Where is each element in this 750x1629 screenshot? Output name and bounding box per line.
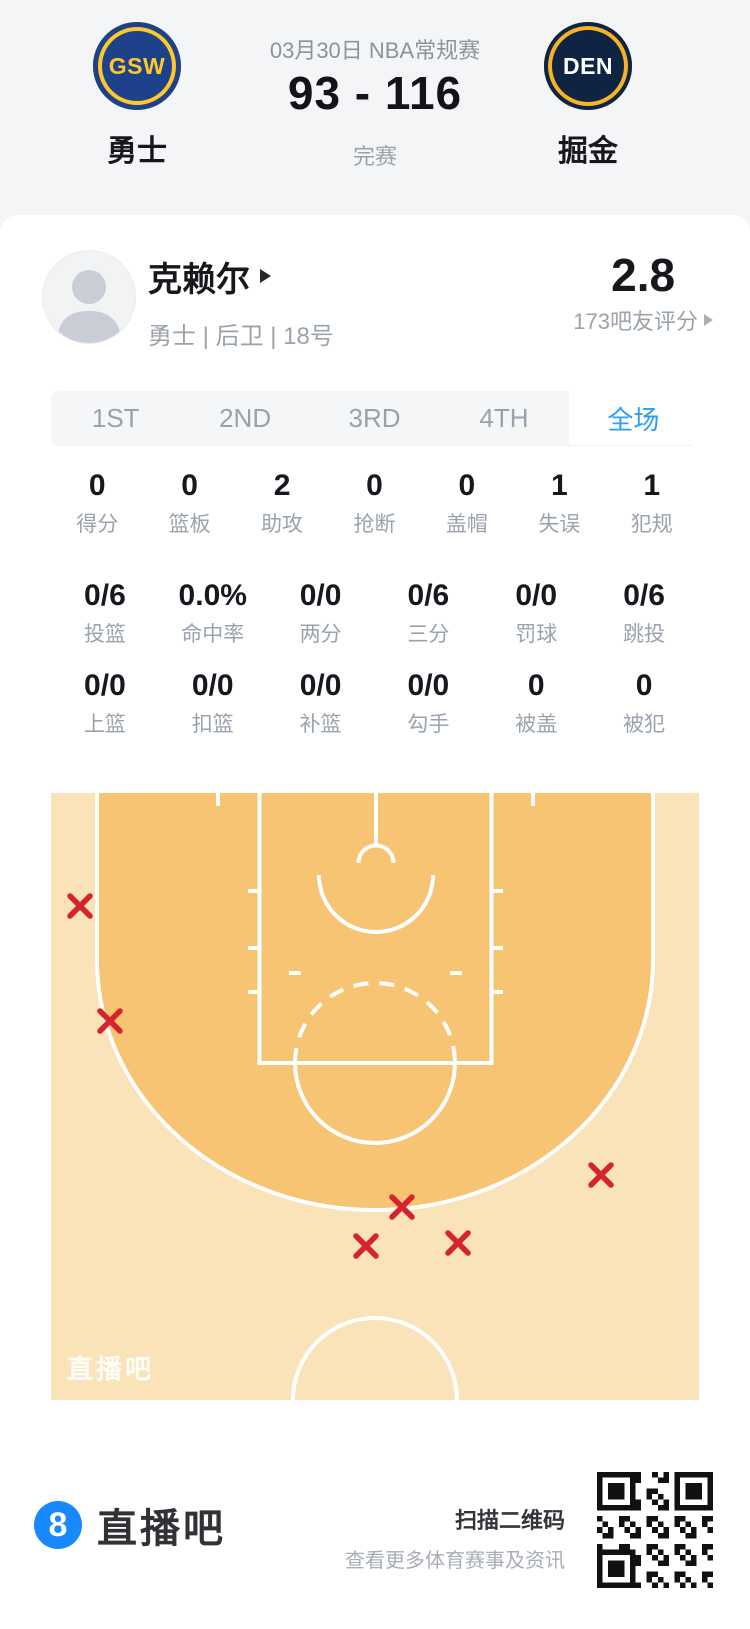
stat-cell: 2 助攻 [261,469,304,536]
stat-cell: 1 失误 [538,469,581,536]
miss-marker [353,1233,379,1259]
player-name: 克赖尔 [148,260,250,299]
stat-cell: 0/6 跳投 [623,579,666,646]
stat-cell: 0 篮板 [168,469,211,536]
home-team-abbr: GSW [108,52,166,79]
match-info: 03月30日 NBA常规赛 [269,38,481,63]
tab-4th[interactable]: 4TH [479,402,529,433]
rim-arc [356,843,396,864]
shot-chart-svg [51,793,699,1400]
tab-3rd[interactable]: 3RD [348,402,401,433]
qr-code-svg [597,1472,713,1588]
rating-block[interactable]: 2.8 173吧友评分 [573,250,713,336]
court-watermark: 直播吧 [67,1354,155,1384]
away-team-logo[interactable]: DEN [544,22,632,110]
tab-1st[interactable]: 1ST [91,402,140,433]
zhibo8-logo-icon: 8 [34,1501,82,1549]
rating-caption: 173吧友评分 [573,309,698,334]
tab-2nd[interactable]: 2ND [219,402,272,433]
stat-row-shot-types: 0/0 上篮 0/0 扣篮 0/0 补篮 0/0 勾手 0 被盖 0 被犯 [51,668,698,738]
court-inside-arc-area [97,793,653,1210]
rating-arrow-icon [704,314,713,326]
lane-hash-marks [248,889,503,994]
miss-marker [389,1194,415,1220]
three-point-line [95,793,655,1212]
scan-text-block: 扫描二维码 查看更多体育赛事及资讯 [345,1503,565,1573]
miss-marker [445,1230,471,1256]
away-team-abbr: DEN [562,52,614,79]
free-throw-circle-dashed [293,981,457,1064]
miss-markers [67,893,614,1259]
footer-brand-text: 直播吧 [97,1507,226,1551]
stat-cell: 0/0 两分 [299,579,342,646]
stat-cell: 1 犯规 [630,469,673,536]
stat-cell: 0.0% 命中率 [178,579,247,646]
free-throw-circle-solid [293,1062,457,1145]
restricted-area-arc [317,874,435,934]
match-score: 93 - 116 [287,67,463,119]
tab-full-game[interactable]: 全场 [568,391,699,445]
player-detail-arrow-icon [260,269,271,283]
miss-marker [67,893,93,919]
avatar-silhouette-icon [57,270,121,343]
scoreboard: 03月30日 NBA常规赛 93 - 116 完赛 GSW 勇士 DEN 掘金 [0,0,750,215]
stat-cell: 0 抢断 [353,469,396,536]
player-avatar[interactable] [42,250,136,344]
period-tabs: 1ST 2ND 3RD 4TH 全场 [51,391,699,446]
scan-title: 扫描二维码 [454,1508,565,1533]
scan-subtitle: 查看更多体育赛事及资讯 [345,1550,565,1572]
player-meta: 勇士 | 后卫 | 18号 [148,323,334,350]
stat-cell: 0/0 勾手 [407,669,450,736]
stat-row-shooting: 0/6 投篮 0.0% 命中率 0/0 两分 0/6 三分 0/0 罚球 0/6 跳投 [51,578,698,648]
stat-cell: 0 被盖 [515,669,558,736]
rating-value: 2.8 [611,249,676,301]
stat-cell: 0/6 三分 [407,579,450,646]
stat-cell: 0/0 上篮 [83,669,126,736]
shot-chart: 直播吧 [51,793,699,1400]
baseline-ticks [216,793,535,806]
stat-cell: 0 被犯 [623,669,666,736]
footer-brand-group: 8 直播吧 [34,1500,226,1551]
miss-marker [97,1008,123,1034]
away-team-name: 掘金 [558,135,618,168]
center-circle [291,1316,459,1400]
player-name-row[interactable]: 克赖尔 [148,256,271,299]
match-status: 完赛 [352,144,397,169]
home-team-name: 勇士 [107,135,167,168]
stat-cell: 0/0 扣篮 [191,669,234,736]
stat-cell: 0/0 补篮 [299,669,342,736]
home-team-logo[interactable]: GSW [93,22,181,110]
stat-row-basic: 0 得分 0 篮板 2 助攻 0 抢断 0 盖帽 1 失误 1 犯规 [51,468,698,538]
stat-cell: 0 得分 [76,469,119,536]
stat-cell: 0/6 投篮 [83,579,126,646]
miss-marker [588,1162,614,1188]
stat-cell: 0 盖帽 [445,469,488,536]
court-lines [95,793,655,1400]
stat-cell: 0/0 罚球 [515,579,558,646]
